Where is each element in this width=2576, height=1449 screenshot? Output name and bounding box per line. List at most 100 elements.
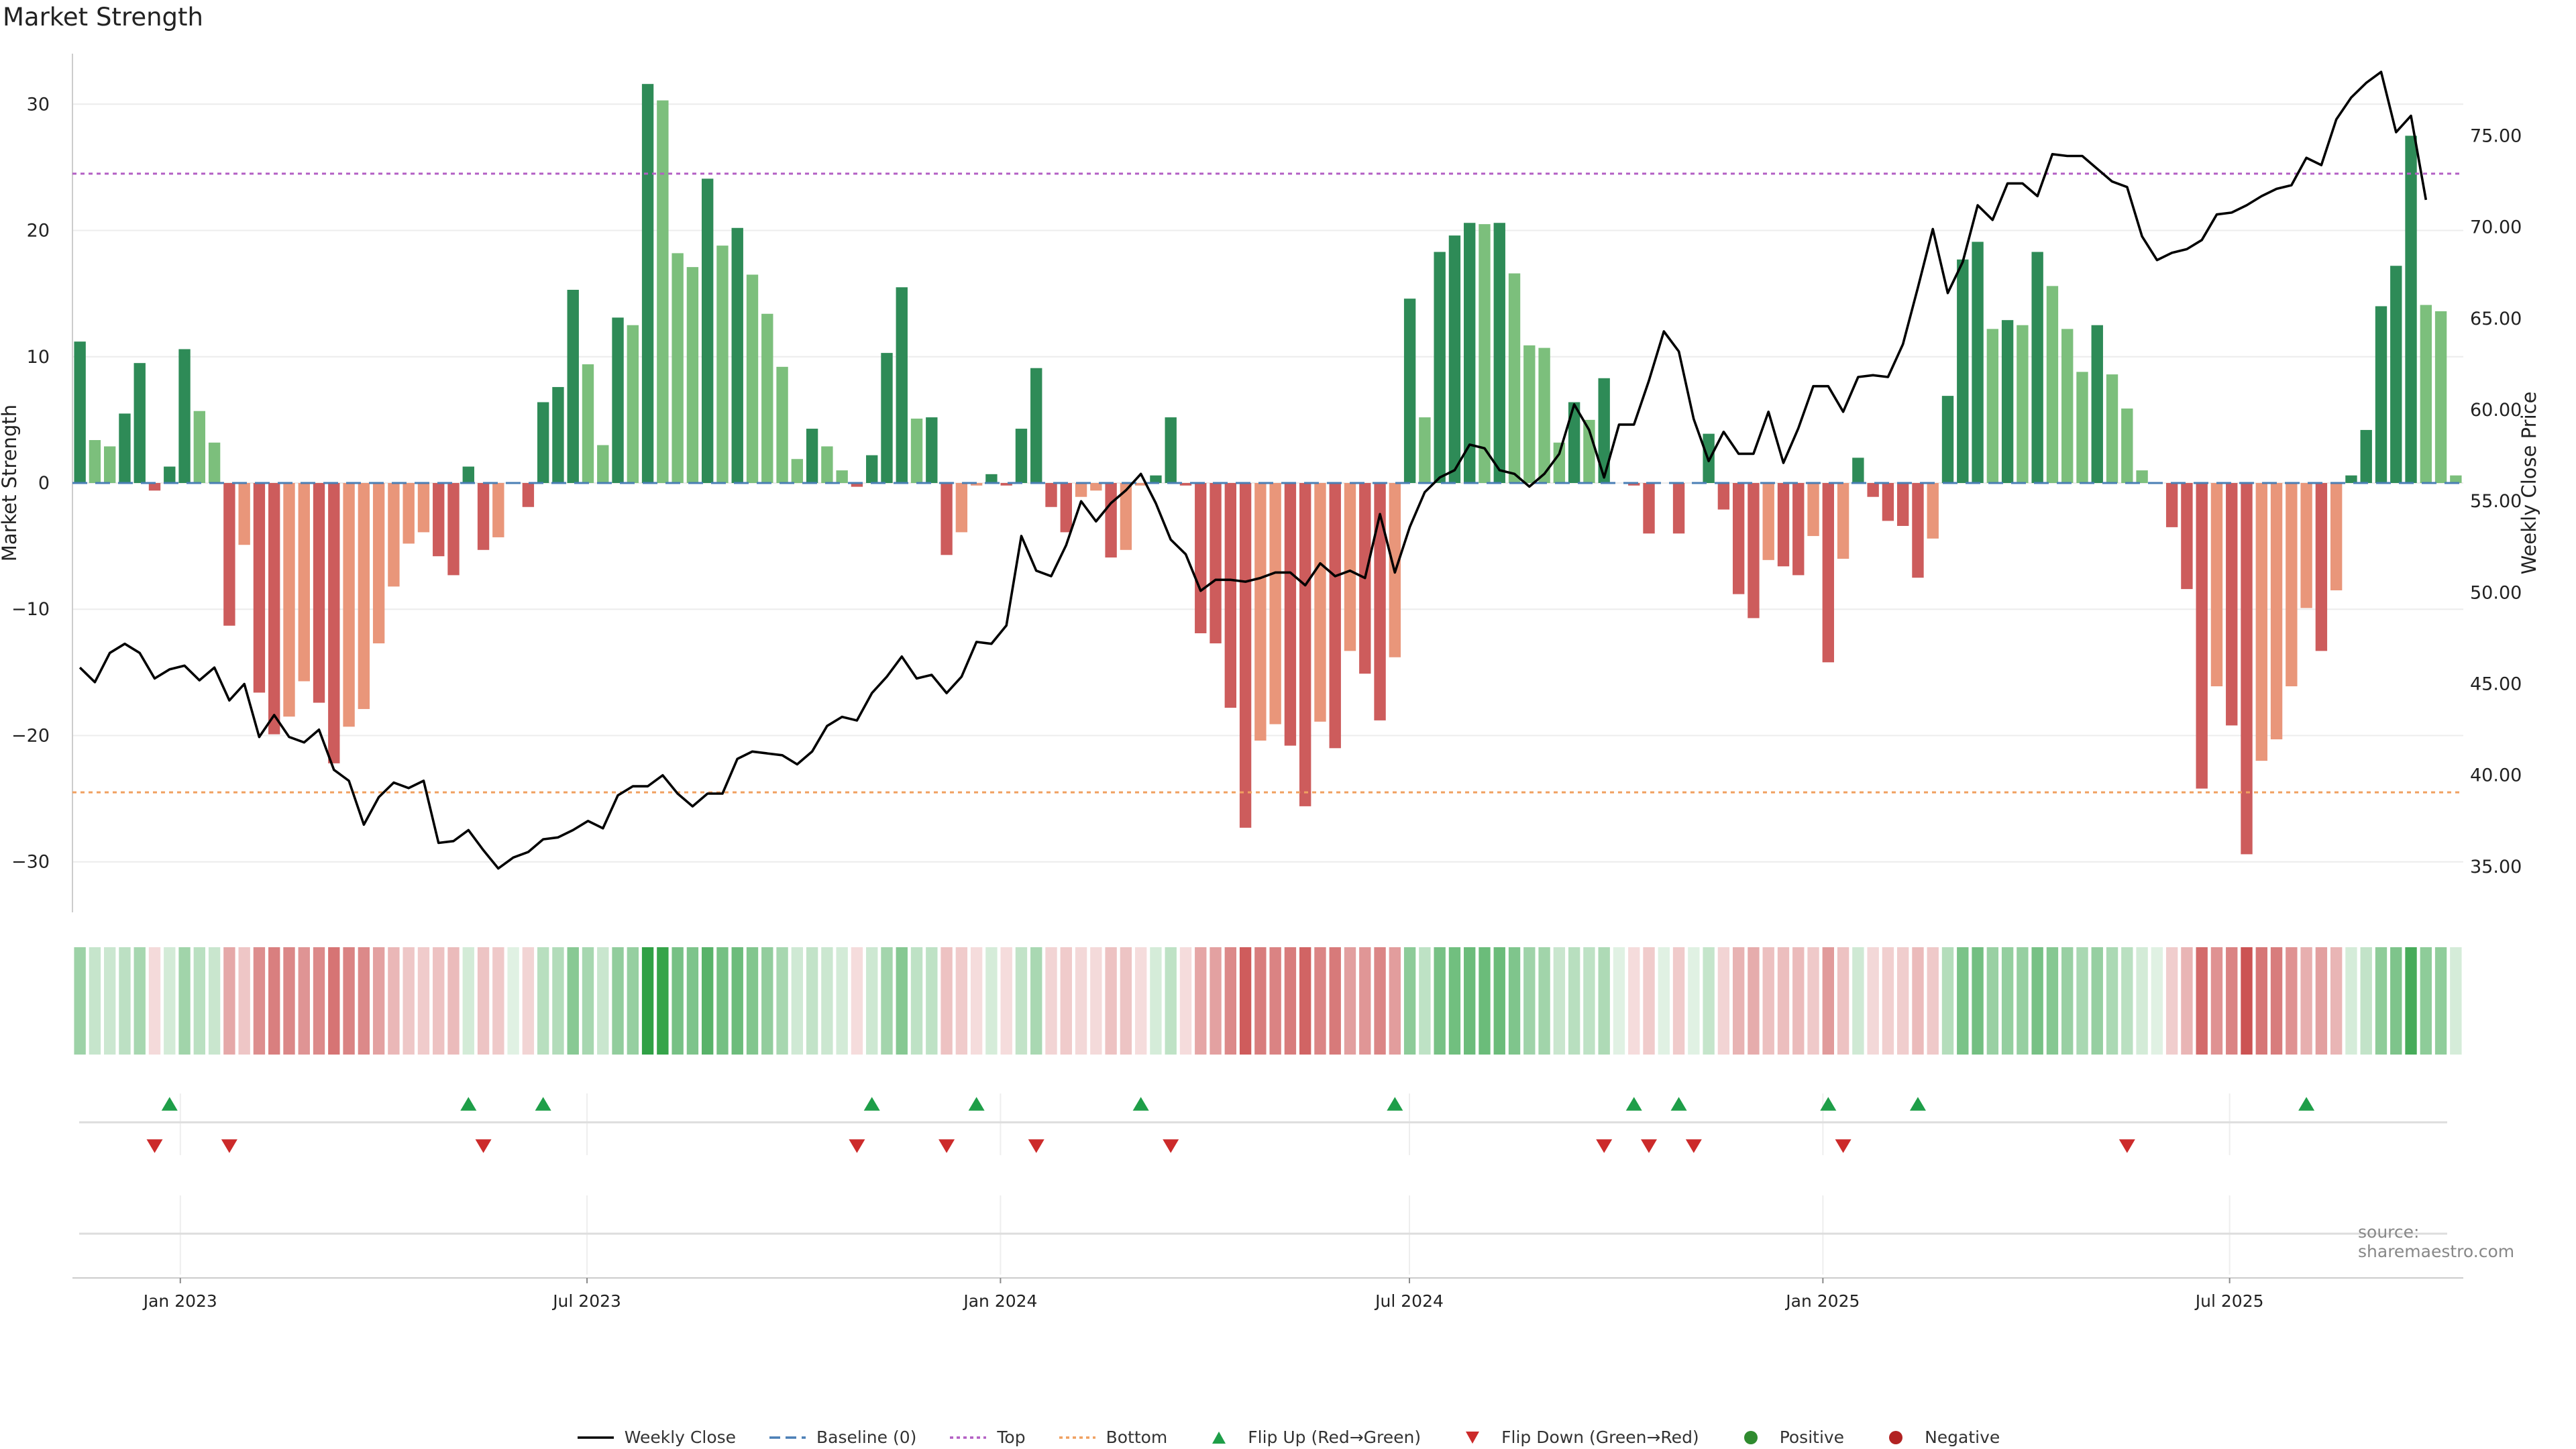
negative-strength-bar [402, 483, 415, 544]
heat-cell [2196, 947, 2208, 1055]
positive-strength-bar [1523, 345, 1536, 483]
heat-cell [2360, 947, 2372, 1055]
heat-cell [821, 947, 833, 1055]
heat-cell [1777, 947, 1790, 1055]
positive-strength-bar [866, 455, 878, 483]
y2-tick-label: 60.00 [2470, 400, 2522, 421]
heat-cell [2046, 947, 2059, 1055]
flip-down-marker [938, 1139, 955, 1153]
positive-strength-bar [1030, 368, 1042, 483]
heat-cell [193, 947, 206, 1055]
flip-up-marker [535, 1097, 551, 1111]
heat-cell [268, 947, 280, 1055]
heat-cell [716, 947, 729, 1055]
negative-strength-bar [1314, 483, 1326, 722]
heat-cell [89, 947, 101, 1055]
positive-strength-bar [641, 84, 654, 484]
positive-strength-bar [74, 341, 86, 483]
heat-cell [806, 947, 818, 1055]
negative-strength-bar [1210, 483, 1222, 644]
positive-strength-bar [2360, 429, 2372, 483]
circle-icon [1743, 1430, 1758, 1444]
legend-label: Positive [1779, 1428, 1845, 1447]
y2-tick-label: 65.00 [2470, 309, 2522, 329]
heat-cell [1672, 947, 1685, 1055]
y2-axis-title: Weekly Close Price [2518, 392, 2540, 575]
flip-down-marker [1641, 1139, 1658, 1153]
heat-cell [358, 947, 370, 1055]
positive-strength-bar [1986, 329, 1999, 483]
negative-strength-bar [343, 483, 355, 727]
positive-strength-bar [1508, 273, 1521, 483]
negative-strength-bar [2286, 483, 2298, 687]
heat-cell [537, 947, 549, 1055]
heat-cell [1210, 947, 1222, 1055]
y2-tick-label: 40.00 [2470, 765, 2522, 786]
heat-cell [2001, 947, 2014, 1055]
negative-strength-bar [1344, 483, 1356, 651]
positive-strength-bar [2390, 266, 2402, 483]
negative-strength-bar [1105, 483, 1117, 558]
heat-cell [1150, 947, 1162, 1055]
flip-up-marker [968, 1097, 985, 1111]
negative-strength-bar [1239, 483, 1252, 828]
positive-strength-bar [1941, 396, 1954, 483]
heat-cell [133, 947, 146, 1055]
heat-cell [941, 947, 953, 1055]
heat-cell [119, 947, 131, 1055]
y-tick-label: 0 [38, 473, 50, 494]
source-note: source: sharemaestro.com [2358, 1222, 2515, 1261]
heat-cell [851, 947, 863, 1055]
heat-cell [970, 947, 983, 1055]
negative-strength-bar [955, 483, 968, 533]
negative-strength-bar [2330, 483, 2343, 590]
heat-cell [1613, 947, 1625, 1055]
y-tick-label: −30 [11, 852, 50, 873]
heat-cell [1105, 947, 1117, 1055]
heat-cell [672, 947, 684, 1055]
heat-cell [746, 947, 759, 1055]
negative-strength-bar [2241, 483, 2253, 855]
dotted-line-icon [950, 1436, 987, 1439]
heat-cell [1448, 947, 1461, 1055]
heat-cell [433, 947, 445, 1055]
flip-markers [146, 1097, 2315, 1153]
heat-cell [1419, 947, 1431, 1055]
heat-cell [208, 947, 221, 1055]
negative-strength-bar [2300, 483, 2312, 608]
negative-strength-bar [1045, 483, 1057, 507]
positive-strength-bar [627, 325, 639, 483]
positive-strength-bar [821, 446, 833, 483]
y2-tick-label: 75.00 [2470, 126, 2522, 147]
negative-strength-bar [1897, 483, 1909, 526]
triangle-up-icon [1212, 1431, 1226, 1444]
heat-cell [761, 947, 773, 1055]
heat-cell [1882, 947, 1894, 1055]
negative-strength-bar [2255, 483, 2267, 761]
positive-strength-bar [657, 100, 669, 483]
heat-cell [164, 947, 176, 1055]
heat-cell [343, 947, 355, 1055]
flip-up-marker [161, 1097, 178, 1111]
heat-cell [1344, 947, 1356, 1055]
negative-strength-bar [1075, 483, 1087, 497]
positive-strength-bar [178, 349, 191, 483]
heat-cell [462, 947, 474, 1055]
heat-cell [492, 947, 504, 1055]
negative-strength-bar [1134, 483, 1147, 486]
date-tick-label: Jan 2024 [962, 1291, 1037, 1311]
negative-strength-bar [1628, 483, 1640, 486]
negative-strength-bar [1090, 483, 1102, 491]
heat-cell [2405, 947, 2417, 1055]
heat-cell [1762, 947, 1774, 1055]
positive-strength-bar [1957, 259, 1969, 483]
heat-cell [328, 947, 340, 1055]
heat-cell [1508, 947, 1521, 1055]
negative-strength-bar [1329, 483, 1341, 749]
heat-cell [1314, 947, 1326, 1055]
date-tick-label: Jul 2025 [2194, 1291, 2264, 1311]
flip-up-marker [1670, 1097, 1687, 1111]
y2-tick-label: 35.00 [2470, 857, 2522, 877]
negative-strength-bar [970, 483, 983, 486]
legend-item-baseline: Baseline (0) [768, 1428, 916, 1447]
